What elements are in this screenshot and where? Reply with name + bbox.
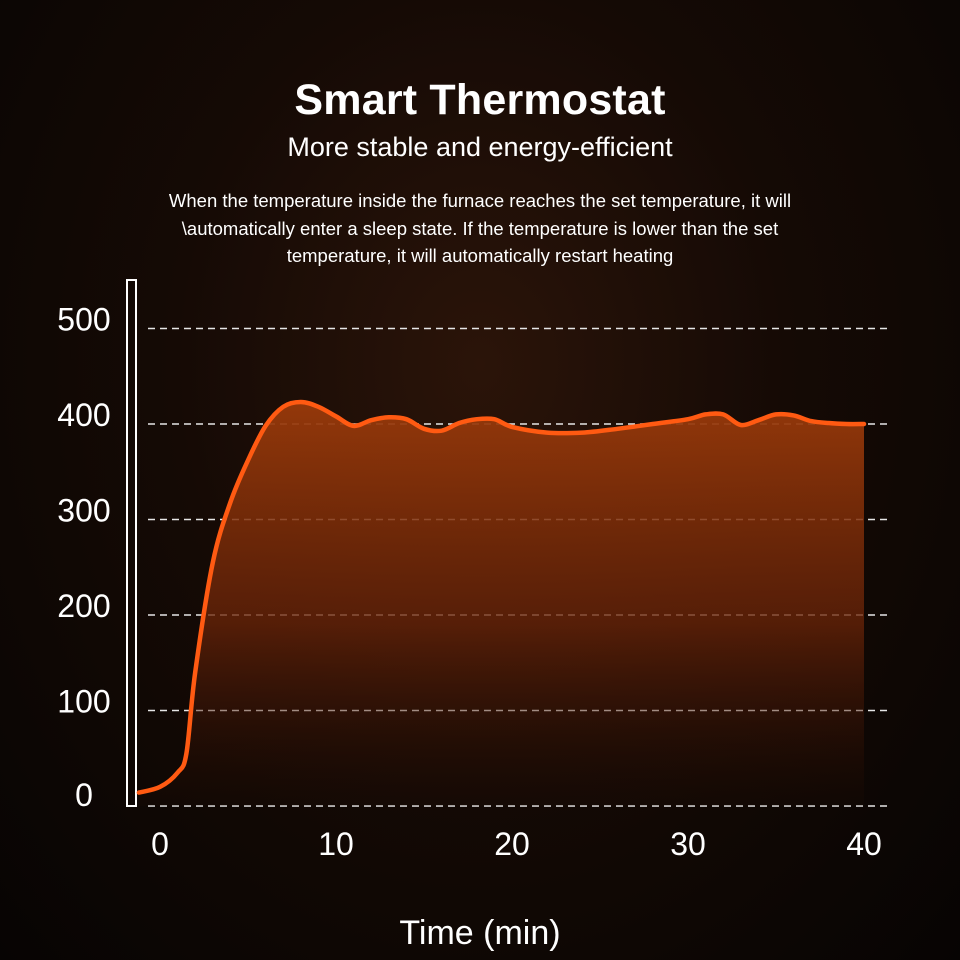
x-tick-label: 30 <box>670 826 706 862</box>
description-line: When the temperature inside the furnace … <box>168 190 792 211</box>
x-tick-label: 20 <box>494 826 530 862</box>
description: When the temperature inside the furnace … <box>110 187 850 270</box>
y-tick-label: 100 <box>57 684 110 720</box>
chart-title: Smart Thermostat <box>294 76 666 124</box>
y-tick-label: 400 <box>57 397 110 433</box>
x-tick-label: 40 <box>846 826 882 862</box>
y-tick-label: 500 <box>57 302 110 338</box>
x-tick-label: 0 <box>151 826 169 862</box>
y-axis-bar <box>126 279 137 807</box>
y-tick-label: 300 <box>57 493 110 529</box>
temperature-line <box>136 399 867 795</box>
y-tick-label: 200 <box>57 588 110 624</box>
y-tick-label: 0 <box>75 777 93 813</box>
temperature-area <box>138 402 864 806</box>
description-line: temperature, it will automatically resta… <box>286 245 674 266</box>
chart-subtitle: More stable and energy-efficient <box>287 132 673 162</box>
x-tick-label: 10 <box>318 826 354 862</box>
x-axis-label: Time (min) <box>399 914 561 952</box>
description-line: \automatically enter a sleep state. If t… <box>181 217 779 239</box>
